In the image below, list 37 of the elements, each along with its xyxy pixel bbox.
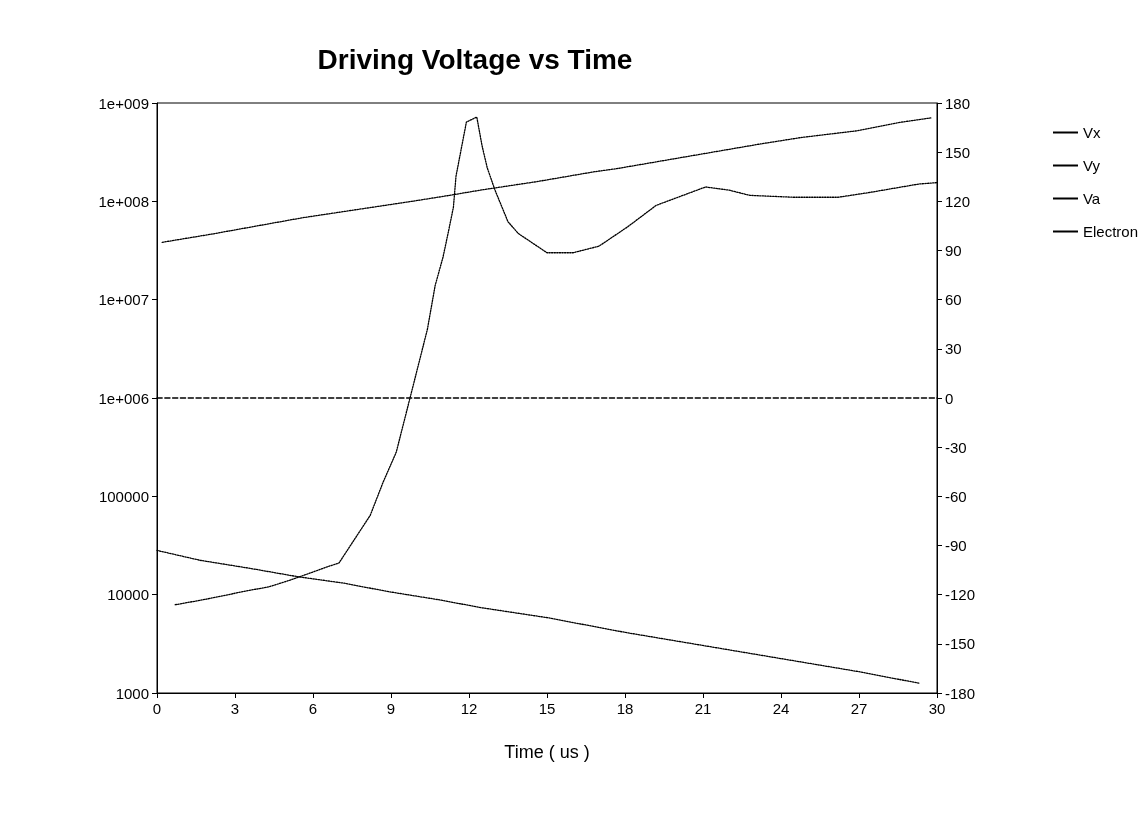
x-tick-label: 6 <box>308 700 318 717</box>
chart-title: Driving Voltage vs Time <box>317 43 633 75</box>
y2-tick-label: -30 <box>945 438 967 456</box>
y-tick-label: 1e+007 <box>98 291 149 309</box>
legend-label: Vx <box>1082 124 1101 141</box>
y2-tick-label: -90 <box>945 537 967 554</box>
y2-tick-label: 0 <box>945 389 954 407</box>
y2-tick-label: -180 <box>945 684 976 702</box>
y2-tick-label: -60 <box>945 487 967 505</box>
x-tick-label: 30 <box>928 700 946 717</box>
x-tick-label: 27 <box>850 700 868 717</box>
legend-label: Vy <box>1082 157 1101 174</box>
y2-tick-label: 150 <box>945 143 971 161</box>
y2-tick-label: -150 <box>945 635 976 653</box>
x-tick-label: 15 <box>538 700 556 717</box>
y-tick-label: 1e+009 <box>98 94 149 112</box>
x-tick-label: 24 <box>772 700 790 717</box>
y-tick-label: 1e+008 <box>98 192 149 210</box>
y2-tick-label: 60 <box>945 291 962 309</box>
legend-label: Va <box>1082 190 1101 207</box>
y2-tick-label: 180 <box>945 94 971 112</box>
x-tick-label: 3 <box>230 700 240 717</box>
y-tick-label: 1000 <box>115 684 149 702</box>
y-tick-label: 100000 <box>98 487 149 505</box>
y2-tick-label: 120 <box>945 192 971 210</box>
x-tick-label: 18 <box>616 700 634 717</box>
legend-label: Electron <box>1082 223 1138 240</box>
y2-tick-label: 90 <box>945 242 962 259</box>
y-tick-label: 10000 <box>107 586 149 604</box>
x-axis-title: Time ( us ) <box>504 742 590 762</box>
x-tick-label: 21 <box>694 700 712 717</box>
y2-tick-label: -120 <box>945 586 976 604</box>
x-tick-label: 0 <box>152 700 162 717</box>
y2-tick-label: 30 <box>945 340 962 358</box>
y-tick-label: 1e+006 <box>98 389 149 407</box>
x-tick-label: 12 <box>460 700 478 717</box>
x-tick-label: 9 <box>386 700 396 717</box>
